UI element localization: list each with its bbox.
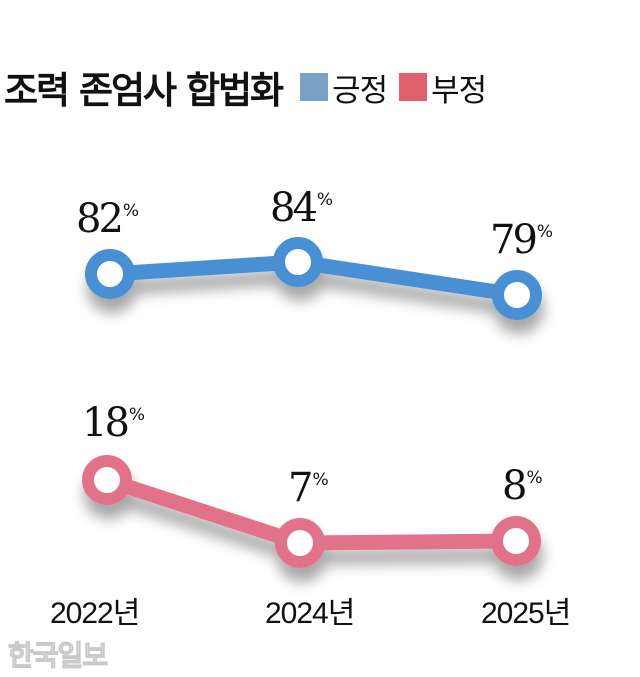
data-label-negative-2024: 7% bbox=[288, 468, 329, 508]
legend-item-positive: 긍정 bbox=[300, 65, 388, 110]
negative-point-2025 bbox=[491, 516, 541, 566]
chart-header: 조력 존엄사 합법화 긍정 부정 bbox=[4, 62, 498, 112]
series-positive bbox=[85, 237, 542, 320]
legend-label-negative: 부정 bbox=[431, 72, 487, 109]
value-text: 79 bbox=[490, 217, 538, 263]
negative-point-2024 bbox=[275, 518, 325, 568]
legend: 긍정 부정 bbox=[300, 65, 498, 110]
data-label-positive-2024: 84% bbox=[270, 188, 333, 228]
percent-sign: % bbox=[536, 222, 554, 242]
value-text: 82 bbox=[76, 196, 124, 242]
positive-point-2025 bbox=[492, 270, 542, 320]
percent-sign: % bbox=[316, 190, 334, 210]
percent-sign: % bbox=[312, 470, 329, 490]
percent-sign: % bbox=[128, 405, 146, 425]
series-negative bbox=[82, 455, 541, 568]
data-label-positive-2025: 79% bbox=[490, 220, 553, 260]
chart-title: 조력 존엄사 합법화 bbox=[4, 69, 284, 112]
value-text: 7 bbox=[288, 465, 314, 511]
data-label-negative-2025: 8% bbox=[502, 466, 543, 506]
data-label-negative-2022: 18% bbox=[82, 403, 145, 443]
value-text: 18 bbox=[82, 400, 130, 446]
legend-swatch-positive bbox=[300, 73, 329, 101]
x-axis-label-2024: 2024년 bbox=[265, 597, 355, 630]
legend-label-positive: 긍정 bbox=[332, 72, 388, 109]
percent-sign: % bbox=[122, 201, 140, 221]
value-text: 84 bbox=[270, 185, 318, 231]
data-label-positive-2022: 82% bbox=[76, 199, 139, 239]
watermark-logo: 한국일보 bbox=[7, 639, 108, 673]
negative-point-2022 bbox=[82, 455, 132, 505]
x-axis-label-2025: 2025년 bbox=[481, 597, 571, 630]
legend-item-negative: 부정 bbox=[399, 65, 487, 110]
x-axis-label-2022: 2022년 bbox=[50, 597, 140, 630]
percent-sign: % bbox=[526, 468, 543, 488]
value-text: 8 bbox=[502, 463, 528, 509]
positive-point-2022 bbox=[85, 249, 135, 299]
positive-point-2024 bbox=[273, 237, 323, 287]
legend-swatch-negative bbox=[399, 73, 428, 101]
